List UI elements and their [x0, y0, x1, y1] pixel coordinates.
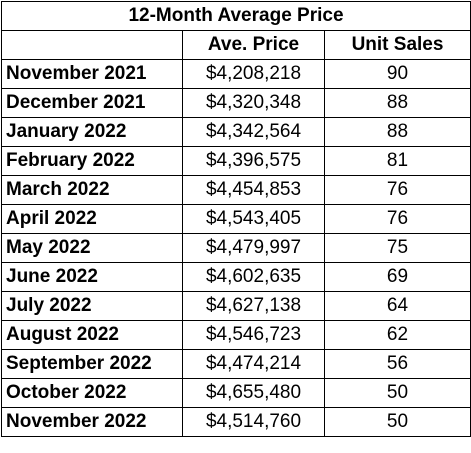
table-row: August 2022 $4,546,723 62: [1, 320, 471, 350]
ave-price-cell: $4,546,723: [182, 320, 325, 350]
header-ave-price: Ave. Price: [182, 30, 325, 60]
month-cell: July 2022: [1, 291, 183, 321]
table-title: 12-Month Average Price: [1, 1, 471, 31]
table-row: July 2022 $4,627,138 64: [1, 291, 471, 321]
unit-sales-cell: 88: [324, 117, 471, 147]
unit-sales-cell: 76: [324, 204, 471, 234]
ave-price-cell: $4,320,348: [182, 88, 325, 118]
table-row: September 2022 $4,474,214 56: [1, 349, 471, 379]
month-cell: October 2022: [1, 378, 183, 408]
table-row: November 2021 $4,208,218 90: [1, 59, 471, 89]
ave-price-cell: $4,627,138: [182, 291, 325, 321]
month-cell: November 2021: [1, 59, 183, 89]
header-row: Ave. Price Unit Sales: [1, 30, 471, 60]
ave-price-cell: $4,474,214: [182, 349, 325, 379]
ave-price-cell: $4,514,760: [182, 407, 325, 437]
month-cell: November 2022: [1, 407, 183, 437]
month-cell: March 2022: [1, 175, 183, 205]
ave-price-cell: $4,342,564: [182, 117, 325, 147]
month-cell: January 2022: [1, 117, 183, 147]
unit-sales-cell: 90: [324, 59, 471, 89]
table-row: May 2022 $4,479,997 75: [1, 233, 471, 263]
unit-sales-cell: 62: [324, 320, 471, 350]
table-row: June 2022 $4,602,635 69: [1, 262, 471, 292]
month-cell: April 2022: [1, 204, 183, 234]
title-row: 12-Month Average Price: [1, 1, 471, 31]
unit-sales-cell: 76: [324, 175, 471, 205]
price-sales-table: 12-Month Average Price Ave. Price Unit S…: [1, 1, 471, 437]
ave-price-cell: $4,602,635: [182, 262, 325, 292]
unit-sales-cell: 50: [324, 378, 471, 408]
month-cell: August 2022: [1, 320, 183, 350]
table-row: October 2022 $4,655,480 50: [1, 378, 471, 408]
header-month: [1, 30, 183, 60]
ave-price-cell: $4,454,853: [182, 175, 325, 205]
unit-sales-cell: 81: [324, 146, 471, 176]
month-cell: February 2022: [1, 146, 183, 176]
unit-sales-cell: 69: [324, 262, 471, 292]
ave-price-cell: $4,208,218: [182, 59, 325, 89]
table-row: February 2022 $4,396,575 81: [1, 146, 471, 176]
header-unit-sales: Unit Sales: [324, 30, 471, 60]
unit-sales-cell: 56: [324, 349, 471, 379]
unit-sales-cell: 50: [324, 407, 471, 437]
table-row: December 2021 $4,320,348 88: [1, 88, 471, 118]
ave-price-cell: $4,655,480: [182, 378, 325, 408]
table-row: November 2022 $4,514,760 50: [1, 407, 471, 437]
month-cell: June 2022: [1, 262, 183, 292]
month-cell: May 2022: [1, 233, 183, 263]
table-body: 12-Month Average Price Ave. Price Unit S…: [1, 1, 471, 437]
unit-sales-cell: 64: [324, 291, 471, 321]
ave-price-cell: $4,479,997: [182, 233, 325, 263]
ave-price-cell: $4,396,575: [182, 146, 325, 176]
unit-sales-cell: 75: [324, 233, 471, 263]
ave-price-cell: $4,543,405: [182, 204, 325, 234]
table-row: March 2022 $4,454,853 76: [1, 175, 471, 205]
month-cell: September 2022: [1, 349, 183, 379]
month-cell: December 2021: [1, 88, 183, 118]
unit-sales-cell: 88: [324, 88, 471, 118]
table-row: April 2022 $4,543,405 76: [1, 204, 471, 234]
table-row: January 2022 $4,342,564 88: [1, 117, 471, 147]
